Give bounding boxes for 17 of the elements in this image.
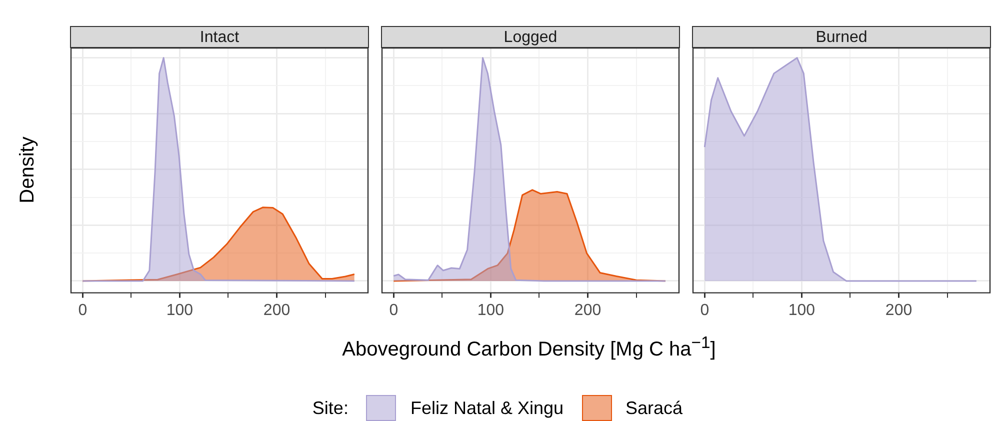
y-axis-title: Density (16, 136, 40, 204)
legend-label: Feliz Natal & Xingu (410, 398, 564, 418)
x-tick-label: 0 (700, 302, 710, 319)
chart-title: Intact (70, 26, 369, 48)
x-tick-label: 0 (389, 302, 398, 319)
chart-title: Logged (381, 26, 680, 48)
x-tick-label: 100 (477, 302, 504, 319)
x-tick-label: 200 (574, 302, 602, 319)
x-tick-label: 200 (885, 302, 912, 319)
chart-title: Burned (692, 26, 991, 48)
x-tick-label: 100 (788, 302, 816, 319)
x-tick-label: 0 (78, 302, 88, 319)
legend-title: Site: (312, 398, 348, 418)
x-tick-label: 200 (263, 302, 290, 319)
legend-label: Saracá (626, 398, 683, 418)
x-axis-title: Aboveground Carbon Density [Mg C ha$^{−1}$] (342, 333, 716, 362)
x-tick-label: 100 (166, 302, 194, 319)
